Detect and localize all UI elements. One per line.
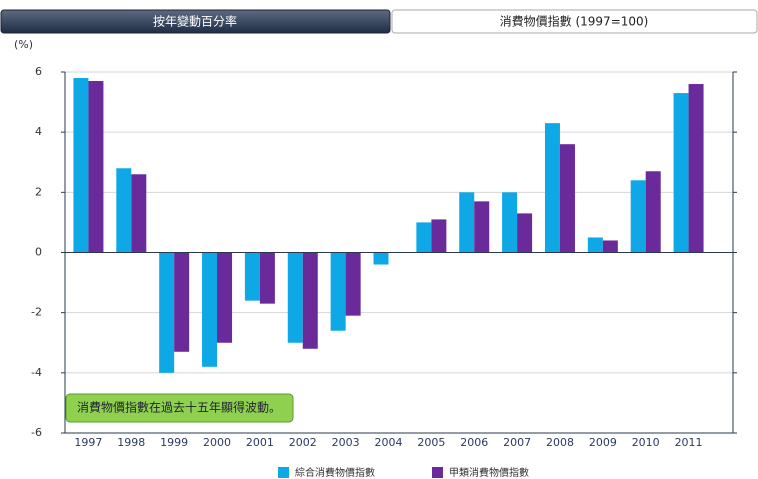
x-tick-label: 2003 <box>332 436 360 449</box>
y-axis-label: (%) <box>14 38 33 51</box>
bar <box>131 174 147 253</box>
x-tick-label: 2002 <box>289 436 317 449</box>
bar <box>587 237 603 253</box>
x-tick-label: 2011 <box>675 436 703 449</box>
bar <box>474 201 490 253</box>
bar <box>517 213 533 253</box>
bar <box>174 252 190 352</box>
x-tick-label: 2008 <box>546 436 574 449</box>
bar <box>302 252 318 349</box>
y-tick-label: -4 <box>31 366 42 379</box>
y-tick-label: 0 <box>35 246 42 259</box>
bar <box>645 171 661 253</box>
y-tick-label: -2 <box>31 306 42 319</box>
x-tick-label: 2009 <box>589 436 617 449</box>
bar <box>602 240 618 253</box>
bar <box>73 78 89 253</box>
tab[interactable] <box>391 9 758 34</box>
x-tick-label: 2005 <box>417 436 445 449</box>
annotation: 消費物價指數在過去十五年顯得波動。 <box>77 400 281 415</box>
x-tick-label: 2000 <box>203 436 231 449</box>
x-tick-label: 1999 <box>160 436 188 449</box>
annotation-box <box>65 393 294 423</box>
bar <box>673 93 689 253</box>
bar <box>217 252 233 343</box>
bar <box>559 144 575 253</box>
tab-label[interactable]: 消費物價指數 (1997=100) <box>500 14 649 29</box>
y-tick-label: 2 <box>35 185 42 198</box>
x-tick-label: 2001 <box>246 436 274 449</box>
tab-active[interactable] <box>0 9 391 34</box>
tab-label[interactable]: 按年變動百分率 <box>153 14 237 29</box>
x-tick-label: 2007 <box>503 436 531 449</box>
y-tick-label: 4 <box>35 125 42 138</box>
bar <box>544 123 560 253</box>
bar <box>244 252 260 301</box>
bar <box>287 252 303 343</box>
bar <box>88 81 104 253</box>
y-tick-label: -6 <box>31 426 42 439</box>
bar <box>630 180 646 253</box>
bar <box>688 84 704 253</box>
bar <box>459 192 475 253</box>
bar <box>502 192 518 253</box>
legend-swatch <box>432 467 443 478</box>
bar <box>330 252 346 331</box>
bar <box>416 222 432 253</box>
bar <box>259 252 275 304</box>
bar <box>159 252 175 373</box>
legend-swatch <box>278 467 289 478</box>
x-tick-label: 1998 <box>117 436 145 449</box>
legend-label: 甲類消費物價指數 <box>449 466 529 479</box>
x-tick-label: 2006 <box>460 436 488 449</box>
y-tick-label: 6 <box>35 65 42 78</box>
bar <box>116 168 132 253</box>
bar <box>373 252 389 265</box>
x-tick-label: 2010 <box>632 436 660 449</box>
x-tick-label: 2004 <box>375 436 403 449</box>
bar <box>431 219 447 253</box>
x-tick-label: 1997 <box>74 436 102 449</box>
bar <box>202 252 218 367</box>
legend-label: 綜合消費物價指數 <box>295 466 375 479</box>
bar <box>345 252 361 316</box>
